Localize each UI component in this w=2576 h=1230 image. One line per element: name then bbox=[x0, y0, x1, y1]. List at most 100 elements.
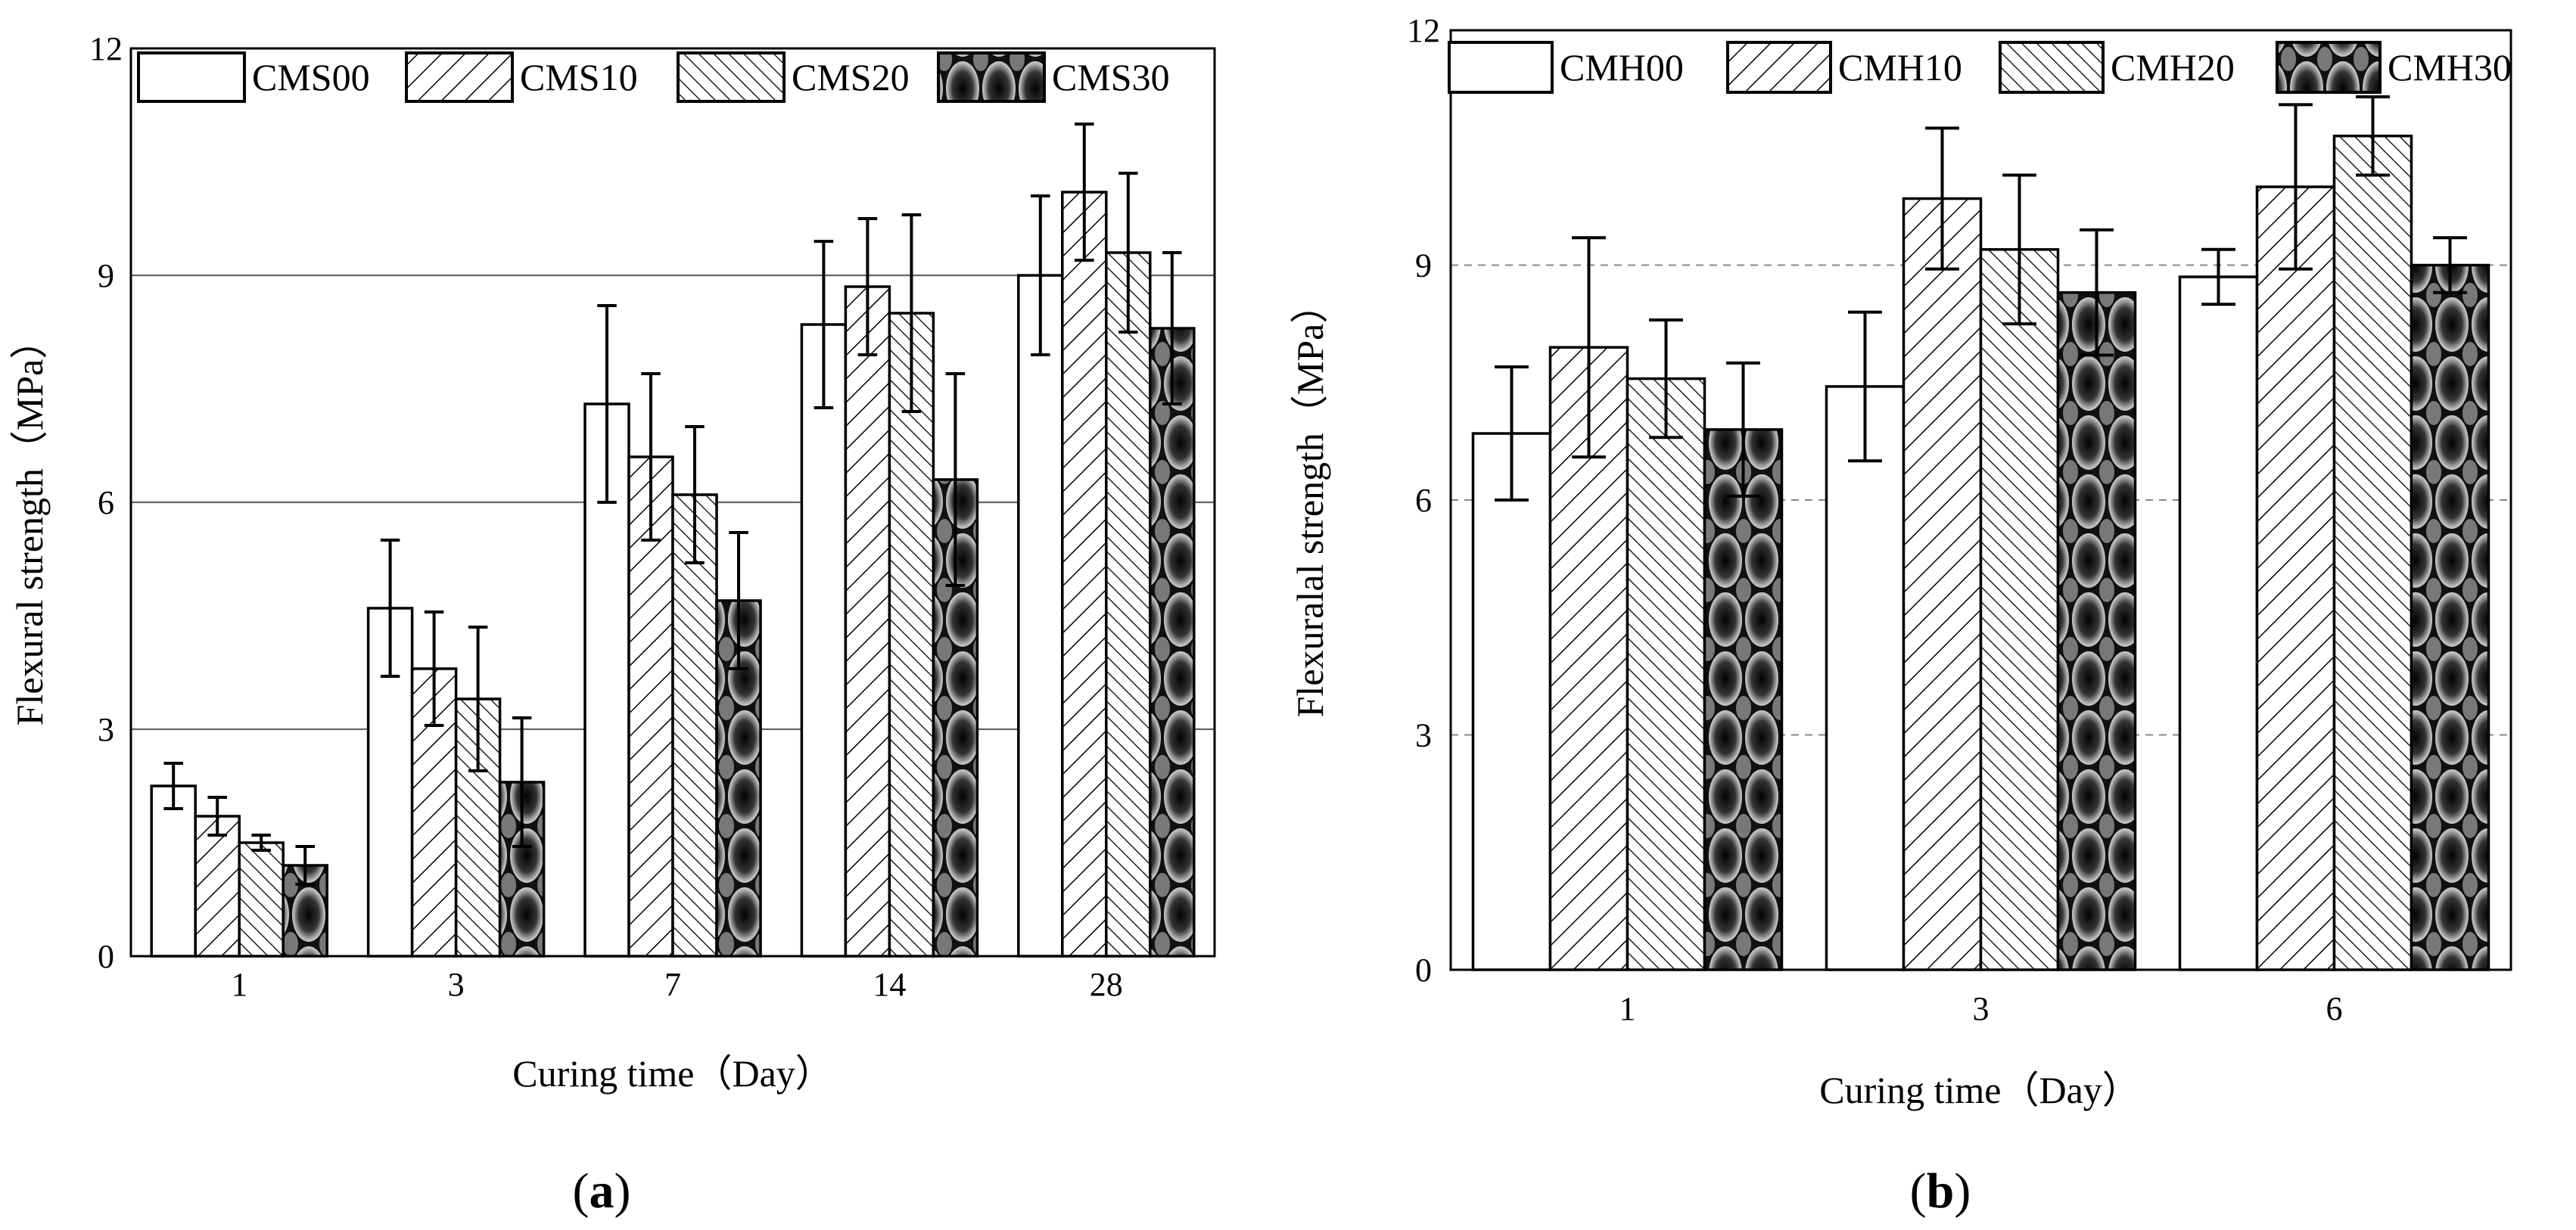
panel-a-y-tick-labels: 0 3 6 9 12 bbox=[89, 30, 123, 975]
panel-a-error-bar-cms00-3 bbox=[380, 539, 400, 678]
panel-b-error-bar-cmh10-6 bbox=[2279, 103, 2313, 271]
panel-b-error-bar-cmh10-3 bbox=[1925, 126, 1959, 271]
panel-b-legend-label: CMH10 bbox=[1838, 46, 1962, 89]
panel-b-legend-swatch bbox=[1448, 41, 1554, 94]
panel-b-bar-cmh20-6 bbox=[2332, 134, 2413, 971]
panel-b-legend-swatch bbox=[1999, 41, 2105, 94]
panel-a-error-bar-cms20-1 bbox=[251, 834, 271, 852]
panel-a-legend-item-cms00: CMS00 bbox=[137, 51, 370, 103]
panel-a-legend-label: CMS20 bbox=[792, 56, 910, 98]
panel-a-x-tick-label: 7 bbox=[664, 966, 681, 1003]
panel-a-bar-cms00-28 bbox=[1017, 274, 1064, 958]
panel-a-legend-swatch bbox=[137, 51, 246, 103]
panel-b-error-bar-cmh00-3 bbox=[1848, 310, 1882, 463]
panel-b-error-bar-cmh20-3 bbox=[2002, 173, 2036, 326]
panel-a-legend-swatch bbox=[937, 51, 1046, 103]
panel-a-bar-cms20-1 bbox=[238, 841, 285, 958]
panel-a-bar-cms20-28 bbox=[1105, 251, 1152, 958]
panel-a-error-bar-cms10-14 bbox=[857, 217, 878, 356]
panel-a-bar-cms30-28 bbox=[1149, 327, 1196, 958]
panel-a-bar-cms20-7 bbox=[671, 493, 718, 958]
panel-a-y-tick-label: 0 bbox=[98, 938, 114, 975]
panel-b-error-bar-cmh30-1 bbox=[1726, 361, 1760, 498]
panel-a-bar-cms10-14 bbox=[844, 285, 891, 958]
panel-a-x-tick-label: 1 bbox=[231, 966, 247, 1003]
panel-a-label: (a) bbox=[573, 1163, 631, 1219]
panel-b-legend-swatch bbox=[2276, 41, 2382, 94]
panel-a-error-bar-cms30-7 bbox=[729, 531, 748, 670]
panel-a-error-bar-cms10-7 bbox=[641, 372, 661, 542]
panel-a-y-tick-label: 6 bbox=[98, 484, 114, 521]
panel-a-legend-item-cms30: CMS30 bbox=[937, 51, 1170, 103]
panel-b-y-tick-label: 3 bbox=[1415, 717, 1432, 754]
panel-a-legend-swatch bbox=[677, 51, 786, 103]
panel-a-error-bar-cms20-14 bbox=[901, 213, 922, 413]
panel-b-x-tick-label: 6 bbox=[2326, 990, 2343, 1027]
panel-b-legend-label: CMH20 bbox=[2111, 46, 2235, 89]
panel-a-error-bar-cms00-14 bbox=[814, 240, 834, 409]
panel-b-bar-cmh30-6 bbox=[2410, 263, 2490, 971]
panel-b-error-bar-cmh20-1 bbox=[1649, 318, 1683, 440]
panel-b-error-bar-cmh30-3 bbox=[2080, 228, 2114, 357]
panel-a-error-bar-cms00-28 bbox=[1031, 194, 1050, 356]
panel-b-bar-cmh20-1 bbox=[1626, 377, 1706, 971]
panel-b-error-bar-cmh30-6 bbox=[2433, 236, 2467, 294]
panel-a-y-tick-label: 9 bbox=[98, 257, 114, 294]
panel-b-bar-cmh10-3 bbox=[1902, 197, 1983, 971]
panel-b-error-bars bbox=[1495, 95, 2467, 502]
panel-a-error-bar-cms30-1 bbox=[295, 845, 315, 886]
panel-b-bar-cmh10-6 bbox=[2255, 185, 2336, 971]
panel-b-legend-item-cmh20: CMH20 bbox=[1999, 41, 2235, 94]
panel-b-legend: CMH00 CMH10 CMH20 CMH30 bbox=[1448, 41, 2512, 94]
panel-a-x-tick-label: 3 bbox=[448, 966, 465, 1003]
panel-b-legend-swatch bbox=[1726, 41, 1832, 94]
panel-b-x-tick-labels: 1 3 6 bbox=[1619, 961, 2343, 1027]
panel-a-legend-item-cms10: CMS10 bbox=[405, 51, 638, 103]
panel-b-bars bbox=[1471, 134, 2490, 971]
panel-a-error-bar-cms30-28 bbox=[1162, 251, 1182, 405]
panel-b-legend-label: CMH00 bbox=[1560, 46, 1684, 89]
panel-a-y-tick-label: 3 bbox=[98, 711, 114, 748]
panel-b-bar-cmh00-6 bbox=[2178, 275, 2259, 971]
panel-a-y-tick-label: 12 bbox=[89, 30, 123, 67]
panel-a-y-axis-title: Flexural strength（MPa） bbox=[8, 321, 51, 726]
panel-a-bar-cms00-1 bbox=[150, 784, 197, 958]
chart-panel-b: 0 3 6 9 12 1 3 6 CMH00 CMH10 CMH20 CMH30 Curing t… bbox=[1289, 12, 2512, 1219]
panel-a-bar-cms00-14 bbox=[800, 323, 848, 958]
chart-panel-a: 0 3 6 9 12 1 3 7 14 28 CMS00 CMS10 CMS20 CMS30 Curi… bbox=[8, 30, 1216, 1219]
panel-b-bar-cmh00-3 bbox=[1825, 385, 1906, 971]
panel-a-legend-label: CMS30 bbox=[1052, 56, 1170, 98]
panel-a-legend-label: CMS00 bbox=[252, 56, 370, 98]
panel-b-legend-item-cmh30: CMH30 bbox=[2276, 41, 2512, 94]
panel-a-error-bar-cms20-28 bbox=[1118, 172, 1138, 334]
panel-b-y-tick-label: 12 bbox=[1407, 12, 1440, 49]
panel-a-legend: CMS00 CMS10 CMS20 CMS30 bbox=[137, 51, 1170, 103]
panel-a-error-bar-cms00-1 bbox=[163, 762, 183, 810]
panel-a-error-bar-cms00-7 bbox=[597, 304, 617, 504]
panel-b-bar-cmh30-3 bbox=[2056, 290, 2137, 971]
panel-b-legend-item-cmh00: CMH00 bbox=[1448, 41, 1684, 94]
panel-a-legend-swatch bbox=[405, 51, 514, 103]
panel-b-legend-item-cmh10: CMH10 bbox=[1726, 41, 1962, 94]
panel-a-legend-label: CMS10 bbox=[520, 56, 638, 98]
panel-a-bar-cms10-1 bbox=[194, 815, 241, 958]
panel-b-legend-label: CMH30 bbox=[2388, 46, 2512, 89]
panel-b-label: (b) bbox=[1910, 1163, 1971, 1219]
panel-b-error-bar-cmh00-6 bbox=[2201, 247, 2235, 306]
panel-a-error-bar-cms30-3 bbox=[512, 716, 532, 848]
panel-b-x-tick-label: 3 bbox=[1973, 990, 1990, 1027]
panel-b-error-bar-cmh10-1 bbox=[1572, 236, 1606, 459]
panel-b-x-tick-label: 1 bbox=[1619, 990, 1636, 1027]
panel-a-legend-item-cms20: CMS20 bbox=[677, 51, 910, 103]
panel-a-error-bar-cms20-3 bbox=[468, 626, 488, 772]
panel-a-error-bar-cms10-3 bbox=[424, 610, 444, 727]
panel-b-y-tick-label: 0 bbox=[1415, 952, 1432, 989]
panel-a-x-tick-label: 28 bbox=[1090, 966, 1123, 1003]
panel-a-x-tick-label: 14 bbox=[873, 966, 906, 1003]
panel-b-x-axis-title: Curing time（Day） bbox=[1819, 1069, 2140, 1111]
panel-a-error-bar-cms30-14 bbox=[945, 372, 966, 587]
panel-b-bar-cmh30-1 bbox=[1703, 428, 1784, 971]
panel-a-bars bbox=[150, 191, 1196, 958]
panel-a-error-bar-cms10-1 bbox=[207, 796, 227, 837]
